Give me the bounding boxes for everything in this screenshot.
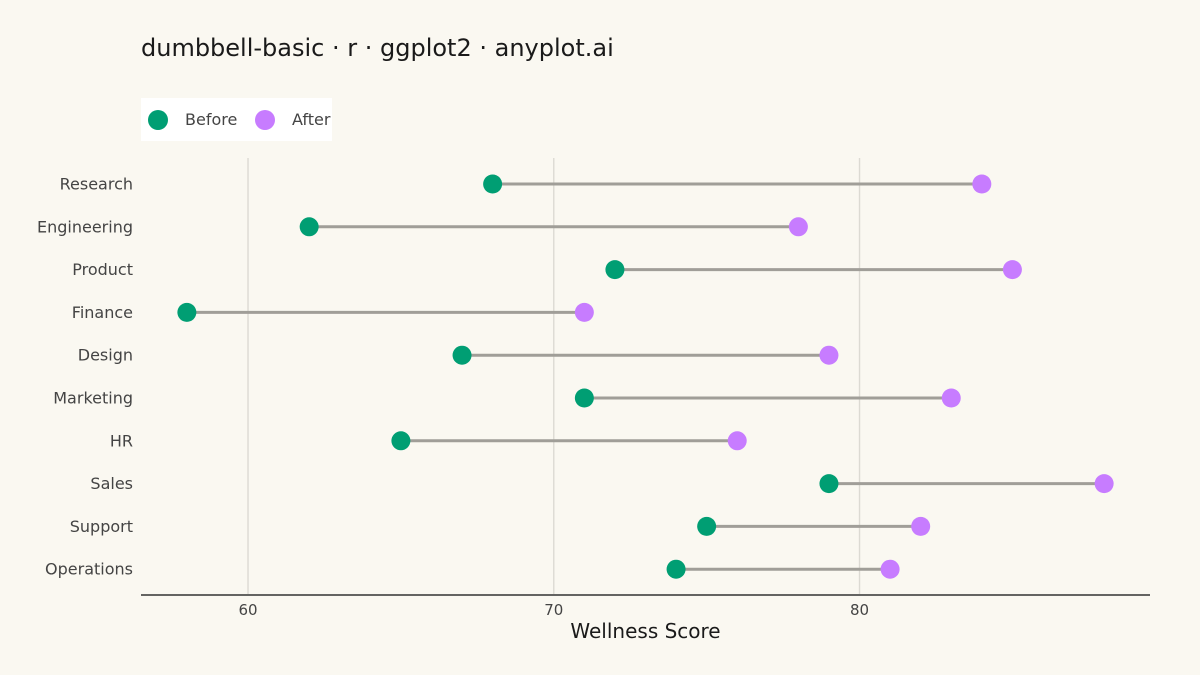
- legend-item-before: Before: [148, 98, 237, 141]
- point-after-product: [1002, 260, 1022, 280]
- legend-label-after: After: [292, 110, 331, 129]
- point-after-sales: [1094, 474, 1114, 494]
- y-category-label-design: Design: [78, 346, 133, 365]
- legend-key-before: [148, 109, 168, 130]
- legend-key-after: [255, 109, 275, 130]
- point-before-product: [605, 260, 625, 280]
- legend-item-after: After: [255, 98, 330, 141]
- y-category-label-research: Research: [60, 175, 133, 194]
- y-category-label-support: Support: [70, 517, 133, 536]
- point-before-engineering: [299, 217, 319, 237]
- point-after-marketing: [941, 388, 961, 408]
- point-after-operations: [880, 559, 900, 579]
- legend: Before After: [141, 98, 332, 141]
- chart-title: dumbbell-basic · r · ggplot2 · anyplot.a…: [141, 34, 614, 62]
- point-before-sales: [819, 474, 839, 494]
- point-after-research: [972, 174, 992, 194]
- point-after-hr: [727, 431, 747, 451]
- point-before-marketing: [574, 388, 594, 408]
- y-category-label-engineering: Engineering: [37, 217, 133, 236]
- point-after-design: [819, 345, 839, 365]
- point-after-engineering: [788, 217, 808, 237]
- y-category-label-hr: HR: [110, 431, 133, 450]
- y-category-label-marketing: Marketing: [53, 389, 133, 408]
- x-tick-label-70: 70: [544, 601, 563, 619]
- point-after-finance: [574, 302, 594, 322]
- point-before-design: [452, 345, 472, 365]
- x-axis-title: Wellness Score: [570, 619, 720, 643]
- x-tick-label-80: 80: [850, 601, 869, 619]
- y-category-label-finance: Finance: [72, 303, 133, 322]
- point-before-operations: [666, 559, 686, 579]
- point-before-support: [697, 516, 717, 536]
- y-category-label-product: Product: [72, 260, 133, 279]
- point-before-research: [483, 174, 503, 194]
- x-tick-label-60: 60: [238, 601, 257, 619]
- point-before-finance: [177, 302, 197, 322]
- y-category-label-sales: Sales: [90, 474, 133, 493]
- legend-label-before: Before: [185, 110, 238, 129]
- point-before-hr: [391, 431, 411, 451]
- point-after-support: [911, 516, 931, 536]
- y-category-label-operations: Operations: [45, 560, 133, 579]
